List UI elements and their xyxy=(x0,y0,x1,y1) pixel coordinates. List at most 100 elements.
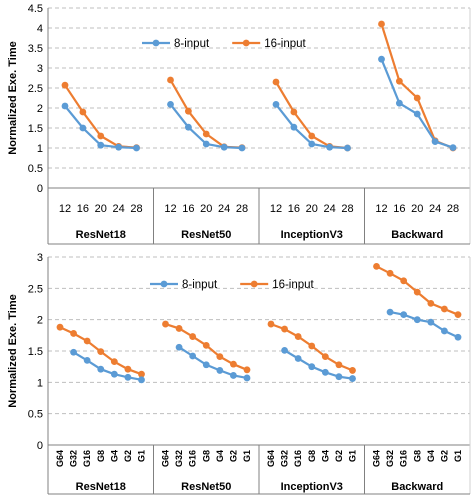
x-tick-label: G4 xyxy=(215,450,225,462)
legend-label: 16-input xyxy=(264,38,306,50)
x-tick-label: 16 xyxy=(393,203,405,215)
data-point-8-input xyxy=(400,311,408,319)
data-point-16-input xyxy=(97,132,105,140)
data-point-8-input xyxy=(167,101,174,108)
data-point-8-input xyxy=(431,138,439,146)
group-label: InceptionV3 xyxy=(281,481,343,493)
legend-label: 8-input xyxy=(182,279,218,291)
y-tick-label: 2.5 xyxy=(28,83,43,95)
x-tick-label: 24 xyxy=(429,203,441,215)
data-point-16-input xyxy=(56,323,64,331)
x-tick-label: 28 xyxy=(236,203,248,215)
data-point-16-input xyxy=(290,108,298,116)
x-tick-label: 16 xyxy=(182,203,194,215)
y-tick-label: 1 xyxy=(37,143,43,155)
data-point-16-input xyxy=(454,311,462,319)
x-tick-label: G2 xyxy=(439,450,449,462)
data-point-16-input xyxy=(281,325,288,333)
data-point-16-input xyxy=(83,337,91,345)
data-point-16-input xyxy=(267,320,275,328)
data-point-16-input xyxy=(441,305,448,313)
x-tick-label: 20 xyxy=(200,203,212,215)
data-point-8-input xyxy=(321,368,329,376)
x-tick-label: 12 xyxy=(375,203,387,215)
data-point-8-input xyxy=(83,357,91,364)
data-point-16-input xyxy=(230,360,237,368)
data-point-8-input xyxy=(281,346,288,354)
y-tick-label: 1.5 xyxy=(28,346,43,358)
data-point-16-input xyxy=(335,361,343,369)
legend-label: 8-input xyxy=(174,38,210,50)
data-point-16-input xyxy=(386,269,394,277)
series-line-8-input xyxy=(389,311,459,339)
x-tick-label: 28 xyxy=(341,203,353,215)
series-line-16-input xyxy=(169,79,243,149)
x-tick-label: G4 xyxy=(320,450,330,462)
data-point-8-input xyxy=(272,101,280,108)
x-tick-label: G2 xyxy=(228,450,238,462)
data-point-16-input xyxy=(124,365,132,373)
data-point-16-input xyxy=(97,348,105,356)
y-tick-label: 0.5 xyxy=(28,409,43,421)
data-point-16-input xyxy=(294,333,302,340)
data-point-8-input xyxy=(378,55,385,63)
x-tick-label: G1 xyxy=(137,450,147,462)
x-tick-label: G1 xyxy=(242,450,252,462)
data-point-16-input xyxy=(373,263,380,270)
legend-swatch-marker xyxy=(152,39,160,47)
data-point-16-input xyxy=(427,299,435,307)
y-axis-title: Normalized Exe. Time xyxy=(7,294,19,408)
x-tick-label: G8 xyxy=(412,450,422,462)
y-tick-label: 0 xyxy=(37,440,43,452)
data-point-8-input xyxy=(97,365,105,373)
data-point-8-input xyxy=(308,363,316,371)
data-point-16-input xyxy=(272,78,280,86)
group-label: Backward xyxy=(391,481,443,493)
group-label: Backward xyxy=(391,229,443,241)
series-line-8-input xyxy=(64,105,137,150)
data-point-8-input xyxy=(238,144,246,152)
x-tick-label: G64 xyxy=(55,450,65,467)
x-tick-label: G16 xyxy=(188,450,198,467)
data-point-8-input xyxy=(413,316,421,324)
x-tick-label: 12 xyxy=(164,203,176,215)
data-point-8-input xyxy=(335,373,343,381)
y-tick-label: 0.5 xyxy=(28,163,43,175)
data-point-8-input xyxy=(189,352,197,360)
y-tick-label: 2 xyxy=(37,315,43,327)
data-point-16-input xyxy=(202,341,210,349)
data-point-8-input xyxy=(454,333,462,341)
data-point-8-input xyxy=(110,370,118,378)
data-point-16-input xyxy=(79,108,87,116)
series-line-8-input xyxy=(380,58,454,149)
legend-swatch-marker xyxy=(160,280,168,288)
x-tick-label: G4 xyxy=(426,450,436,462)
y-axis-title: Normalized Exe. Time xyxy=(7,41,19,155)
x-tick-label: G2 xyxy=(334,450,344,462)
data-point-8-input xyxy=(115,143,123,151)
data-point-8-input xyxy=(344,144,351,152)
data-point-16-input xyxy=(395,77,403,85)
x-tick-label: G8 xyxy=(201,450,211,462)
data-point-8-input xyxy=(133,144,140,152)
legend-label: 16-input xyxy=(272,279,314,291)
data-point-8-input xyxy=(79,124,87,132)
x-tick-label: G64 xyxy=(161,450,171,467)
group-label: ResNet50 xyxy=(181,229,231,241)
data-point-8-input xyxy=(290,123,298,131)
x-tick-label: G1 xyxy=(453,450,463,462)
data-point-16-input xyxy=(378,20,385,28)
data-point-8-input xyxy=(441,327,448,335)
legend: 8-input 16-input xyxy=(150,279,315,291)
x-tick-label: 28 xyxy=(447,203,459,215)
data-point-8-input xyxy=(449,144,457,152)
data-point-16-input xyxy=(400,277,408,285)
data-point-8-input xyxy=(395,99,403,107)
x-tick-label: G16 xyxy=(82,450,92,467)
x-tick-label: 20 xyxy=(411,203,423,215)
x-tick-label: G1 xyxy=(348,450,358,462)
x-tick-label: G64 xyxy=(372,450,382,467)
data-point-16-input xyxy=(162,320,169,328)
data-point-8-input xyxy=(202,361,210,369)
